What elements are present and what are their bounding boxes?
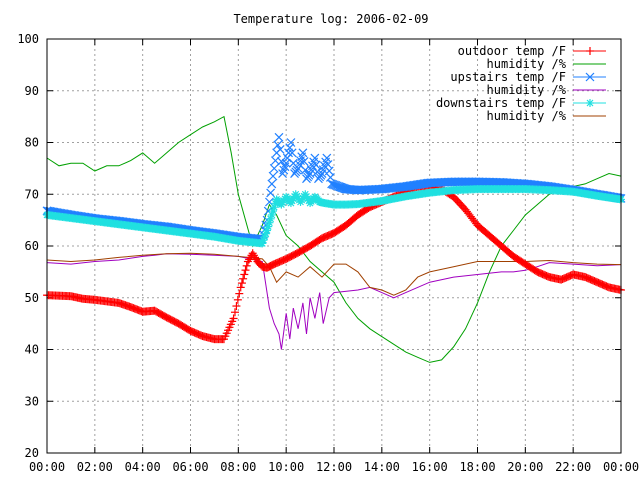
legend-label: humidity /% xyxy=(487,57,567,71)
data-point xyxy=(276,157,286,166)
data-point xyxy=(267,179,277,189)
y-tick-label: 40 xyxy=(25,343,39,357)
data-point xyxy=(274,132,284,142)
x-tick-label: 02:00 xyxy=(77,460,113,474)
legend-marker xyxy=(585,72,595,82)
data-point xyxy=(235,289,244,298)
legend-marker xyxy=(586,47,594,55)
series-1 xyxy=(46,115,622,363)
data-point xyxy=(232,302,241,311)
y-tick-label: 60 xyxy=(25,239,39,253)
y-tick-label: 70 xyxy=(25,187,39,201)
legend-label: humidity /% xyxy=(487,83,567,97)
data-point xyxy=(298,148,308,158)
y-tick-label: 20 xyxy=(25,446,39,460)
grid-lines xyxy=(47,39,621,453)
series-line xyxy=(46,115,622,363)
data-point xyxy=(241,266,250,275)
data-point xyxy=(287,148,297,158)
data-point xyxy=(236,283,245,292)
x-tick-label: 00:00 xyxy=(603,460,639,474)
data-point xyxy=(233,295,242,304)
x-tick-label: 16:00 xyxy=(412,460,448,474)
x-tick-label: 10:00 xyxy=(268,460,304,474)
plot-frame xyxy=(46,38,622,454)
series-5 xyxy=(46,252,622,296)
x-tick-label: 14:00 xyxy=(364,460,400,474)
y-tick-label: 80 xyxy=(25,136,39,150)
legend-label: humidity /% xyxy=(487,109,567,123)
data-point xyxy=(281,158,291,168)
data-point xyxy=(268,171,278,181)
legend-label: upstairs temp /F xyxy=(450,70,566,84)
x-tick-label: 08:00 xyxy=(220,460,256,474)
data-point xyxy=(311,160,321,170)
x-tick-label: 04:00 xyxy=(125,460,161,474)
legend-label: downstairs temp /F xyxy=(436,96,566,110)
y-tick-label: 90 xyxy=(25,84,39,98)
data-point xyxy=(299,157,309,166)
data-point xyxy=(310,153,320,163)
series-0 xyxy=(43,182,625,344)
data-point xyxy=(286,138,296,147)
data-point xyxy=(267,210,276,219)
data-point xyxy=(239,274,248,283)
data-point xyxy=(269,163,279,173)
data-point xyxy=(242,261,251,270)
chart-title: Temperature log: 2006-02-09 xyxy=(233,12,428,26)
series-layer xyxy=(42,115,626,363)
x-tick-label: 20:00 xyxy=(507,460,543,474)
legend-label: outdoor temp /F xyxy=(458,44,566,58)
axis-ticks: 00:00 02:00 04:00 06:00 08:00 10:00 12:00 14:00… xyxy=(17,32,639,474)
y-tick-label: 30 xyxy=(25,394,39,408)
x-tick-label: 00:00 xyxy=(29,460,65,474)
data-point xyxy=(273,140,283,150)
data-point xyxy=(266,214,275,223)
x-tick-label: 12:00 xyxy=(316,460,352,474)
series-line xyxy=(46,252,622,296)
data-point xyxy=(230,308,239,317)
y-tick-label: 100 xyxy=(17,32,39,46)
series-3 xyxy=(46,253,622,350)
data-point xyxy=(240,270,249,279)
y-tick-label: 50 xyxy=(25,291,39,305)
x-tick-label: 06:00 xyxy=(172,460,208,474)
data-point xyxy=(237,279,246,288)
x-tick-label: 22:00 xyxy=(555,460,591,474)
series-4 xyxy=(43,185,625,248)
data-point xyxy=(285,143,295,153)
series-line xyxy=(46,253,622,350)
data-point xyxy=(275,144,285,154)
data-point xyxy=(266,188,276,198)
data-point xyxy=(229,314,238,323)
x-tick-label: 18:00 xyxy=(459,460,495,474)
legend-marker xyxy=(586,99,594,107)
data-point xyxy=(284,148,293,158)
